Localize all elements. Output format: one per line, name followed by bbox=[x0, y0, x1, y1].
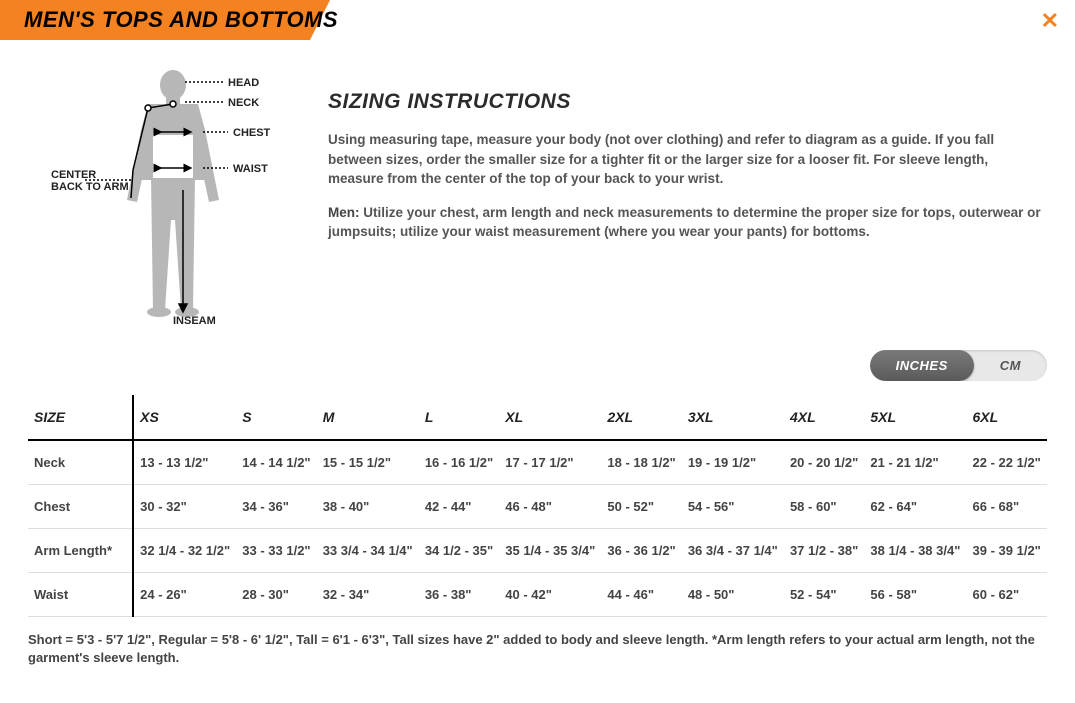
instructions-p2-bold: Men: bbox=[328, 205, 360, 220]
page-title: MEN'S TOPS AND BOTTOMS bbox=[0, 7, 338, 33]
size-cell: 66 - 68" bbox=[967, 485, 1047, 529]
instructions-block: SIZING INSTRUCTIONS Using measuring tape… bbox=[328, 60, 1047, 340]
instructions-title: SIZING INSTRUCTIONS bbox=[328, 90, 1047, 114]
size-cell: 14 - 14 1/2" bbox=[236, 440, 316, 485]
size-cell: 35 1/4 - 35 3/4" bbox=[499, 529, 601, 573]
size-cell: 40 - 42" bbox=[499, 573, 601, 617]
body-figure-svg: HEAD NECK CHEST WAIST CENTER BACK TO ARM… bbox=[33, 60, 293, 340]
toggle-inches[interactable]: INCHES bbox=[870, 350, 974, 381]
footnote: Short = 5'3 - 5'7 1/2", Regular = 5'8 - … bbox=[0, 617, 1075, 687]
size-cell: 38 1/4 - 38 3/4" bbox=[864, 529, 966, 573]
size-cell: 36 - 36 1/2" bbox=[601, 529, 681, 573]
size-col-6xl: 6XL bbox=[967, 395, 1047, 440]
size-col-xl: XL bbox=[499, 395, 601, 440]
size-cell: 37 1/2 - 38" bbox=[784, 529, 864, 573]
close-button[interactable]: ✕ bbox=[1041, 8, 1059, 34]
diagram-label-waist: WAIST bbox=[233, 163, 268, 175]
size-cell: 39 - 39 1/2" bbox=[967, 529, 1047, 573]
table-row: Waist24 - 26"28 - 30"32 - 34"36 - 38"40 … bbox=[28, 573, 1047, 617]
size-cell: 19 - 19 1/2" bbox=[682, 440, 784, 485]
size-cell: 21 - 21 1/2" bbox=[864, 440, 966, 485]
size-cell: 18 - 18 1/2" bbox=[601, 440, 681, 485]
instructions-p2: Men: Utilize your chest, arm length and … bbox=[328, 203, 1047, 242]
size-cell: 44 - 46" bbox=[601, 573, 681, 617]
unit-toggle: INCHES CM bbox=[870, 350, 1047, 381]
size-col-5xl: 5XL bbox=[864, 395, 966, 440]
size-header: SIZE bbox=[28, 395, 133, 440]
toggle-cm[interactable]: CM bbox=[974, 350, 1047, 381]
header-bar: MEN'S TOPS AND BOTTOMS bbox=[0, 0, 1075, 40]
size-cell: 16 - 16 1/2" bbox=[419, 440, 499, 485]
size-cell: 33 - 33 1/2" bbox=[236, 529, 316, 573]
size-cell: 50 - 52" bbox=[601, 485, 681, 529]
size-cell: 62 - 64" bbox=[864, 485, 966, 529]
size-cell: 33 3/4 - 34 1/4" bbox=[317, 529, 419, 573]
size-cell: 34 - 36" bbox=[236, 485, 316, 529]
size-cell: 54 - 56" bbox=[682, 485, 784, 529]
size-cell: 36 - 38" bbox=[419, 573, 499, 617]
size-cell: 32 1/4 - 32 1/2" bbox=[133, 529, 236, 573]
size-cell: 52 - 54" bbox=[784, 573, 864, 617]
table-row: Chest30 - 32"34 - 36"38 - 40"42 - 44"46 … bbox=[28, 485, 1047, 529]
unit-toggle-row: INCHES CM bbox=[0, 350, 1075, 395]
measurement-diagram: HEAD NECK CHEST WAIST CENTER BACK TO ARM… bbox=[28, 60, 298, 340]
size-cell: 48 - 50" bbox=[682, 573, 784, 617]
row-label: Arm Length* bbox=[28, 529, 133, 573]
size-col-l: L bbox=[419, 395, 499, 440]
row-label: Chest bbox=[28, 485, 133, 529]
size-cell: 42 - 44" bbox=[419, 485, 499, 529]
size-col-2xl: 2XL bbox=[601, 395, 681, 440]
row-label: Neck bbox=[28, 440, 133, 485]
instructions-p1: Using measuring tape, measure your body … bbox=[328, 130, 1047, 189]
size-col-4xl: 4XL bbox=[784, 395, 864, 440]
size-cell: 17 - 17 1/2" bbox=[499, 440, 601, 485]
size-cell: 28 - 30" bbox=[236, 573, 316, 617]
size-col-xs: XS bbox=[133, 395, 236, 440]
size-col-m: M bbox=[317, 395, 419, 440]
table-row: Neck13 - 13 1/2"14 - 14 1/2"15 - 15 1/2"… bbox=[28, 440, 1047, 485]
size-cell: 38 - 40" bbox=[317, 485, 419, 529]
diagram-label-neck: NECK bbox=[228, 97, 259, 109]
instructions-p2-text: Utilize your chest, arm length and neck … bbox=[328, 205, 1041, 240]
size-col-3xl: 3XL bbox=[682, 395, 784, 440]
size-cell: 13 - 13 1/2" bbox=[133, 440, 236, 485]
diagram-label-inseam: INSEAM bbox=[173, 315, 216, 327]
size-cell: 36 3/4 - 37 1/4" bbox=[682, 529, 784, 573]
content-top: HEAD NECK CHEST WAIST CENTER BACK TO ARM… bbox=[0, 40, 1075, 350]
size-table: SIZE XSSMLXL2XL3XL4XL5XL6XL Neck13 - 13 … bbox=[28, 395, 1047, 617]
diagram-label-cba1: CENTER bbox=[51, 169, 96, 181]
diagram-label-chest: CHEST bbox=[233, 127, 271, 139]
diagram-label-cba2: BACK TO ARM bbox=[51, 181, 129, 193]
size-cell: 34 1/2 - 35" bbox=[419, 529, 499, 573]
size-cell: 32 - 34" bbox=[317, 573, 419, 617]
size-cell: 24 - 26" bbox=[133, 573, 236, 617]
table-header-row: SIZE XSSMLXL2XL3XL4XL5XL6XL bbox=[28, 395, 1047, 440]
size-cell: 15 - 15 1/2" bbox=[317, 440, 419, 485]
size-cell: 60 - 62" bbox=[967, 573, 1047, 617]
size-cell: 46 - 48" bbox=[499, 485, 601, 529]
size-cell: 20 - 20 1/2" bbox=[784, 440, 864, 485]
diagram-label-head: HEAD bbox=[228, 77, 259, 89]
size-cell: 56 - 58" bbox=[864, 573, 966, 617]
table-row: Arm Length*32 1/4 - 32 1/2"33 - 33 1/2"3… bbox=[28, 529, 1047, 573]
row-label: Waist bbox=[28, 573, 133, 617]
size-cell: 30 - 32" bbox=[133, 485, 236, 529]
size-col-s: S bbox=[236, 395, 316, 440]
size-cell: 58 - 60" bbox=[784, 485, 864, 529]
size-cell: 22 - 22 1/2" bbox=[967, 440, 1047, 485]
